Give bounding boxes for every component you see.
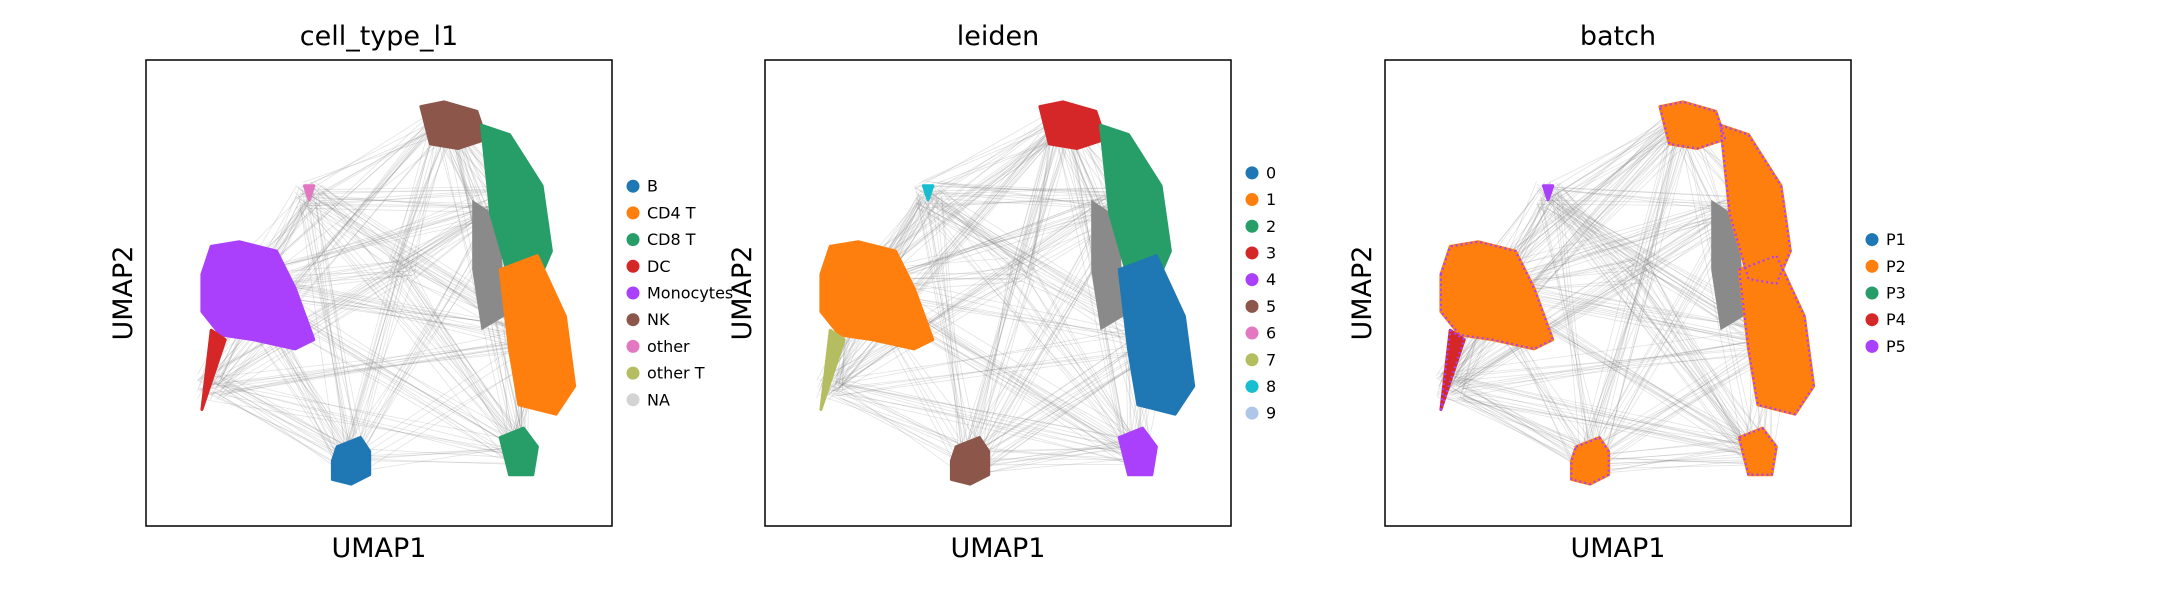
cluster-topr <box>419 100 488 150</box>
cluster-tinyL <box>921 184 935 202</box>
y-axis-label: UMAP2 <box>108 246 139 341</box>
x-axis-label: UMAP1 <box>332 533 427 564</box>
legend-label: CD4 T <box>647 203 696 222</box>
legend-label: Monocytes <box>647 284 733 303</box>
legend-marker <box>1865 233 1879 247</box>
cluster-tinyL <box>302 184 316 202</box>
legend-marker <box>626 393 640 407</box>
cluster-tail <box>200 328 227 411</box>
legend-label: 2 <box>1266 217 1276 236</box>
cluster-right <box>1117 254 1196 416</box>
legend-label: NA <box>647 390 670 409</box>
legend-marker <box>1245 326 1259 340</box>
batch-speckle <box>1719 124 1792 285</box>
legend-marker <box>626 233 640 247</box>
cluster-left <box>819 240 935 351</box>
legend: B CD4 T CD8 T DC Monocytes NK other other T NA <box>626 177 733 409</box>
panel-2: leiden UMAP1 UMAP2 0 1 2 3 4 5 6 7 8 9 <box>727 21 1276 564</box>
legend-marker <box>1245 193 1259 207</box>
legend-marker <box>626 313 640 327</box>
legend-marker <box>626 259 640 273</box>
y-axis-label: UMAP2 <box>727 246 758 341</box>
legend-marker <box>1245 273 1259 287</box>
x-axis-label: UMAP1 <box>1571 533 1666 564</box>
legend-label: B <box>647 177 658 196</box>
cluster-left <box>200 240 316 351</box>
legend-label: 7 <box>1266 350 1276 369</box>
legend-marker <box>626 179 640 193</box>
legend: 0 1 2 3 4 5 6 7 8 9 <box>1245 163 1276 423</box>
axes-frame <box>764 59 1232 527</box>
cluster-bottom <box>949 436 991 486</box>
axes-frame <box>145 59 613 527</box>
legend-marker <box>1245 246 1259 260</box>
legend-label: CD8 T <box>647 230 696 249</box>
legend-label: P3 <box>1886 284 1906 303</box>
batch-speckle <box>1738 427 1778 476</box>
legend-marker <box>626 206 640 220</box>
legend-label: P1 <box>1886 230 1906 249</box>
legend-marker <box>626 286 640 300</box>
panel-3: batch UMAP1 UMAP2 P1 P2 P3 P4 P5 <box>1347 21 1906 564</box>
legend-marker <box>626 366 640 380</box>
batch-speckle <box>1738 254 1815 416</box>
batch-speckle <box>1542 184 1554 201</box>
legend-marker <box>1245 219 1259 233</box>
panel-1: cell_type_l1 UMAP1 UMAP2 B CD4 T CD8 T DC Monoc… <box>108 21 733 564</box>
legend-marker <box>1865 313 1879 327</box>
legend: P1 P2 P3 P4 P5 <box>1865 230 1906 356</box>
cluster-right <box>498 254 577 416</box>
legend-label: P4 <box>1886 310 1906 329</box>
legend-marker <box>1865 286 1879 300</box>
legend-marker <box>1245 166 1259 180</box>
legend-label: 0 <box>1266 163 1276 182</box>
cluster-left <box>1439 240 1555 351</box>
legend-label: 5 <box>1266 297 1276 316</box>
cluster-tail <box>819 328 846 411</box>
panel-title: cell_type_l1 <box>300 21 458 52</box>
legend-label: other <box>647 337 690 356</box>
panel-title: batch <box>1580 21 1656 52</box>
legend-label: 8 <box>1266 377 1276 396</box>
legend-label: 4 <box>1266 270 1276 289</box>
cluster-topr <box>1038 100 1107 150</box>
cluster-bottom <box>330 436 372 486</box>
legend-label: other T <box>647 364 705 383</box>
legend-marker <box>1245 379 1259 393</box>
panel-title: leiden <box>957 21 1039 52</box>
batch-speckle <box>1570 436 1610 486</box>
legend-marker <box>1865 259 1879 273</box>
legend-label: NK <box>647 310 670 329</box>
legend-marker <box>626 339 640 353</box>
legend-label: P5 <box>1886 337 1906 356</box>
legend-label: DC <box>647 257 671 276</box>
cluster-topr <box>1658 100 1727 150</box>
legend-label: 3 <box>1266 243 1276 262</box>
x-axis-label: UMAP1 <box>951 533 1046 564</box>
legend-marker <box>1245 406 1259 420</box>
legend-marker <box>1865 339 1879 353</box>
y-axis-label: UMAP2 <box>1347 246 1378 341</box>
cluster-lowr <box>1117 426 1158 477</box>
cluster-lowr <box>498 426 539 477</box>
legend-label: P2 <box>1886 257 1906 276</box>
legend-marker <box>1245 353 1259 367</box>
legend-label: 1 <box>1266 190 1276 209</box>
batch-speckle <box>1439 329 1466 411</box>
legend-label: 9 <box>1266 404 1276 423</box>
legend-marker <box>1245 299 1259 313</box>
legend-label: 6 <box>1266 324 1276 343</box>
axes-frame <box>1384 59 1852 527</box>
